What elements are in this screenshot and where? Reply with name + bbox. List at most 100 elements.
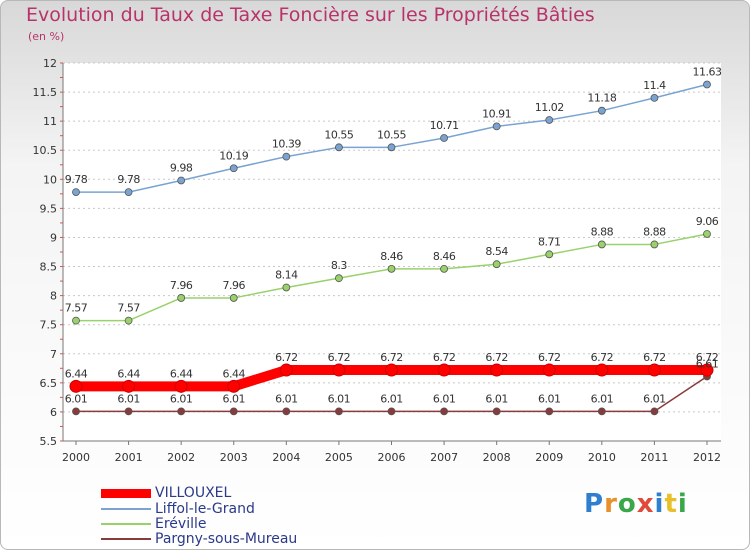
data-label: 6.44 bbox=[223, 367, 246, 380]
data-point bbox=[227, 379, 241, 393]
data-point bbox=[335, 407, 343, 416]
data-point bbox=[177, 294, 186, 302]
data-label: 6.72 bbox=[275, 351, 298, 364]
y-tick-label: 5.5 bbox=[40, 435, 58, 448]
data-point bbox=[72, 407, 80, 416]
y-tick-label: 10 bbox=[43, 173, 57, 186]
data-point bbox=[282, 283, 291, 292]
x-tick-label: 2004 bbox=[272, 451, 300, 464]
data-point bbox=[124, 407, 133, 416]
logo-letter: t bbox=[664, 489, 678, 519]
data-point bbox=[387, 264, 396, 273]
legend-item: Eréville bbox=[101, 516, 206, 532]
data-label: 10.71 bbox=[430, 119, 459, 132]
legend-label: Pargny-sous-Mureau bbox=[155, 531, 298, 547]
data-point bbox=[595, 363, 609, 377]
data-label: 8.54 bbox=[485, 245, 508, 258]
legend-item: Liffol-le-Grand bbox=[101, 501, 255, 517]
data-label: 9.78 bbox=[117, 173, 140, 186]
x-tick-label: 2000 bbox=[62, 451, 90, 464]
y-tick-label: 8.5 bbox=[40, 261, 58, 274]
data-label: 6.72 bbox=[380, 351, 403, 364]
data-point bbox=[72, 316, 80, 325]
data-point bbox=[282, 407, 291, 416]
data-label: 8.46 bbox=[380, 250, 403, 263]
logo-letter: x bbox=[636, 489, 655, 519]
data-label: 9.98 bbox=[170, 161, 193, 174]
x-tick-label: 2001 bbox=[115, 451, 143, 464]
legend-swatch bbox=[101, 538, 151, 540]
data-point bbox=[229, 294, 238, 302]
y-tick-label: 7 bbox=[50, 348, 57, 361]
data-label: 8.46 bbox=[433, 250, 456, 263]
data-point bbox=[650, 407, 659, 416]
data-label: 6.01 bbox=[328, 392, 351, 405]
y-tick-label: 7.5 bbox=[40, 319, 58, 332]
x-tick-label: 2012 bbox=[693, 451, 721, 464]
data-label: 11.02 bbox=[535, 101, 564, 114]
data-label: 6.44 bbox=[170, 367, 193, 380]
data-point bbox=[387, 143, 396, 152]
data-label: 6.01 bbox=[591, 392, 614, 405]
data-label: 6.01 bbox=[117, 392, 140, 405]
data-label: 10.39 bbox=[272, 138, 301, 151]
data-label: 6.01 bbox=[433, 392, 456, 405]
data-point bbox=[335, 274, 343, 283]
data-point bbox=[72, 188, 80, 197]
legend-label: VILLOUXEL bbox=[155, 485, 232, 501]
data-label: 6.72 bbox=[485, 351, 508, 364]
data-point bbox=[387, 407, 396, 416]
data-point bbox=[545, 250, 554, 259]
data-point bbox=[700, 363, 714, 377]
data-label: 6.72 bbox=[433, 351, 456, 364]
data-label: 6.01 bbox=[538, 392, 561, 405]
legend-label: Liffol-le-Grand bbox=[155, 501, 255, 517]
logo-letter: r bbox=[604, 489, 618, 519]
data-point bbox=[492, 260, 501, 269]
x-tick-label: 2003 bbox=[220, 451, 248, 464]
data-label: 6.72 bbox=[643, 351, 666, 364]
y-tick-label: 6 bbox=[50, 406, 57, 419]
legend-swatch bbox=[101, 488, 151, 498]
x-tick-label: 2006 bbox=[378, 451, 406, 464]
data-point bbox=[69, 379, 83, 393]
data-point bbox=[229, 164, 238, 173]
legend-swatch bbox=[101, 508, 151, 510]
data-label: 9.78 bbox=[65, 173, 88, 186]
x-tick-label: 2007 bbox=[430, 451, 458, 464]
y-tick-label: 11 bbox=[43, 115, 57, 128]
y-tick-label: 9.5 bbox=[40, 202, 58, 215]
x-tick-label: 2010 bbox=[588, 451, 616, 464]
chart-unit-label: (en %) bbox=[28, 30, 65, 43]
data-point bbox=[122, 379, 136, 393]
data-label: 6.01 bbox=[65, 392, 88, 405]
data-label: 8.88 bbox=[591, 225, 614, 238]
data-label: 7.96 bbox=[223, 279, 246, 292]
data-point bbox=[440, 407, 448, 416]
data-point bbox=[229, 407, 238, 416]
legend-swatch bbox=[101, 523, 151, 525]
data-label: 8.88 bbox=[643, 225, 666, 238]
data-point bbox=[703, 230, 711, 238]
data-label: 11.18 bbox=[587, 92, 616, 105]
data-point bbox=[177, 407, 186, 416]
plot-area bbox=[63, 63, 721, 441]
legend-label: Eréville bbox=[155, 516, 207, 532]
data-point bbox=[282, 152, 291, 161]
data-label: 7.57 bbox=[117, 302, 140, 315]
data-point bbox=[703, 80, 711, 89]
data-label: 8.71 bbox=[538, 235, 561, 248]
data-point bbox=[492, 407, 501, 416]
data-point bbox=[437, 363, 451, 377]
data-point bbox=[650, 240, 659, 249]
data-label: 10.55 bbox=[377, 128, 406, 141]
data-point bbox=[440, 134, 448, 142]
logo-letter: P bbox=[584, 489, 605, 519]
chart-title: Evolution du Taux de Taxe Foncière sur l… bbox=[26, 4, 595, 26]
data-point bbox=[124, 188, 133, 197]
data-label: 6.01 bbox=[223, 392, 246, 405]
data-point bbox=[332, 363, 346, 377]
data-point bbox=[650, 93, 659, 102]
